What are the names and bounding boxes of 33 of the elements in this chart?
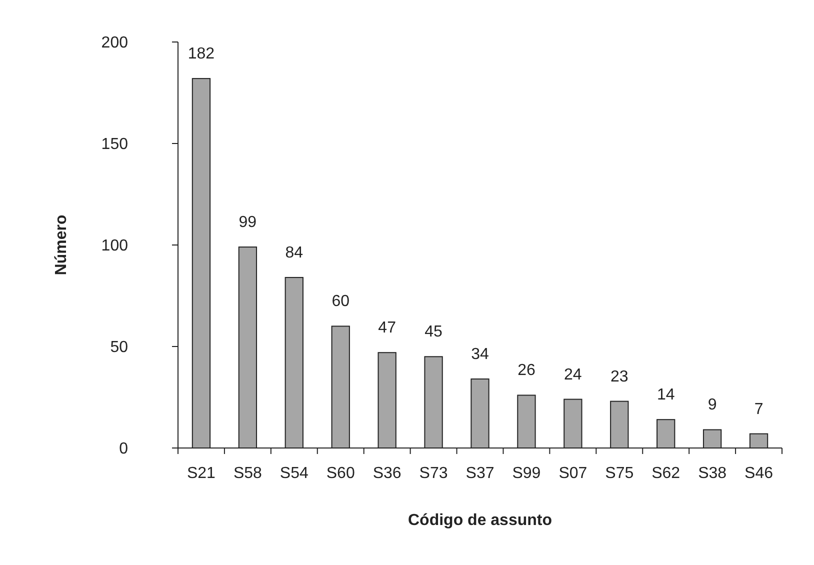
- x-tick-label: S21: [186, 465, 216, 482]
- data-label: 47: [378, 320, 396, 337]
- x-tick-label: S73: [419, 465, 448, 482]
- x-tick-label: S54: [280, 465, 308, 482]
- x-tick-label: S99: [512, 465, 541, 482]
- y-tick-label: 200: [101, 34, 128, 52]
- y-tick-label: 50: [110, 339, 128, 356]
- data-label: 14: [656, 386, 675, 404]
- data-label: 7: [754, 400, 764, 418]
- x-tick-label: S58: [233, 465, 262, 482]
- y-tick-label: 0: [119, 440, 128, 458]
- y-tick-label: 150: [101, 136, 128, 154]
- data-label: 26: [518, 362, 536, 380]
- data-label: 45: [424, 324, 443, 341]
- y-tick-label: 100: [101, 238, 128, 255]
- data-label: 23: [610, 368, 628, 386]
- data-label: 9: [708, 396, 717, 414]
- x-tick-label: S37: [466, 465, 494, 482]
- data-label: 24: [564, 366, 582, 384]
- x-tick-label: S75: [605, 465, 634, 482]
- x-tick-label: S60: [326, 465, 355, 482]
- x-tick-label: S62: [652, 465, 680, 482]
- x-tick-label: S46: [744, 465, 774, 482]
- x-tick-label: S38: [698, 465, 727, 482]
- x-tick-label: S07: [558, 465, 588, 482]
- x-axis-title: Código de assunto: [408, 512, 552, 529]
- data-label: 84: [285, 244, 304, 262]
- y-axis-title: Número: [53, 214, 70, 276]
- data-label: 99: [238, 214, 257, 232]
- x-tick-label: S36: [372, 465, 402, 482]
- data-label: 182: [188, 46, 215, 63]
- data-label: 34: [471, 346, 489, 363]
- data-label: 60: [332, 293, 350, 310]
